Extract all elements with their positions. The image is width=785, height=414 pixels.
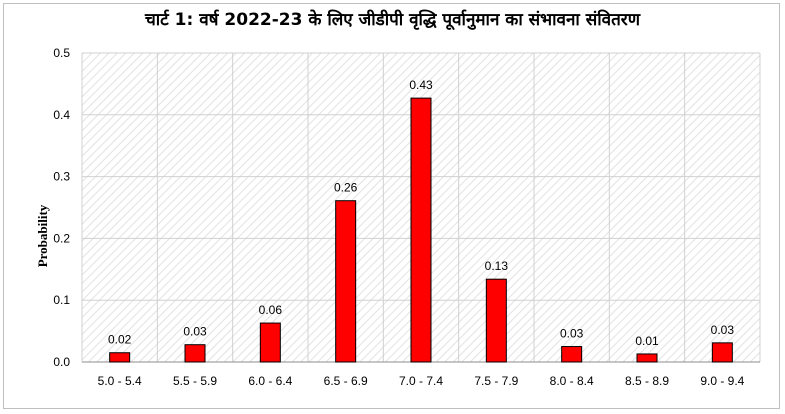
bar (561, 346, 583, 363)
x-tick-label: 6.0 - 6.4 (248, 374, 292, 388)
data-label: 0.02 (108, 333, 132, 347)
x-tick-label: 5.0 - 5.4 (98, 374, 142, 388)
x-tick-label: 7.5 - 7.9 (474, 374, 518, 388)
bar (109, 352, 131, 363)
bar (636, 353, 658, 363)
x-tick-label: 5.5 - 5.9 (173, 374, 217, 388)
y-tick-label: 0.0 (53, 355, 70, 369)
chart-title: चार्ट 1: वर्ष 2022-23 के लिए जीडीपी वृद्… (144, 10, 641, 30)
data-label: 0.43 (409, 78, 433, 92)
y-tick-label: 0.4 (53, 108, 70, 122)
bar (335, 200, 357, 363)
y-tick-label: 0.3 (53, 170, 70, 184)
bar (711, 342, 733, 363)
bars (109, 97, 733, 363)
y-tick-label: 0.2 (53, 231, 70, 245)
data-label: 0.06 (259, 303, 283, 317)
data-label: 0.03 (711, 323, 735, 337)
x-tick-labels: 5.0 - 5.4 5.5 - 5.9 6.0 - 6.4 6.5 - 6.9 7.0 … (98, 374, 745, 388)
bar (485, 278, 507, 363)
bar (184, 344, 206, 363)
x-tick-label: 6.5 - 6.9 (324, 374, 368, 388)
data-label: 0.03 (560, 327, 584, 341)
x-tick-label: 9.0 - 9.4 (700, 374, 744, 388)
bar (259, 322, 281, 363)
y-tick-labels: 0.0 0.1 0.2 0.3 0.4 0.5 (53, 46, 70, 369)
x-tick-label: 8.5 - 8.9 (625, 374, 669, 388)
data-labels: 0.02 0.03 0.06 0.26 0.43 0.13 0.03 0.01 0.03 (108, 78, 734, 348)
x-tick-label: 7.0 - 7.4 (399, 374, 443, 388)
y-tick-label: 0.5 (53, 46, 70, 60)
data-label: 0.13 (485, 259, 509, 273)
x-tick-label: 8.0 - 8.4 (550, 374, 594, 388)
data-label: 0.01 (635, 334, 659, 348)
data-label: 0.03 (183, 325, 207, 339)
y-tick-label: 0.1 (53, 293, 70, 307)
bar (410, 97, 432, 363)
y-axis-title: Probability (35, 204, 50, 267)
data-label: 0.26 (334, 181, 358, 195)
